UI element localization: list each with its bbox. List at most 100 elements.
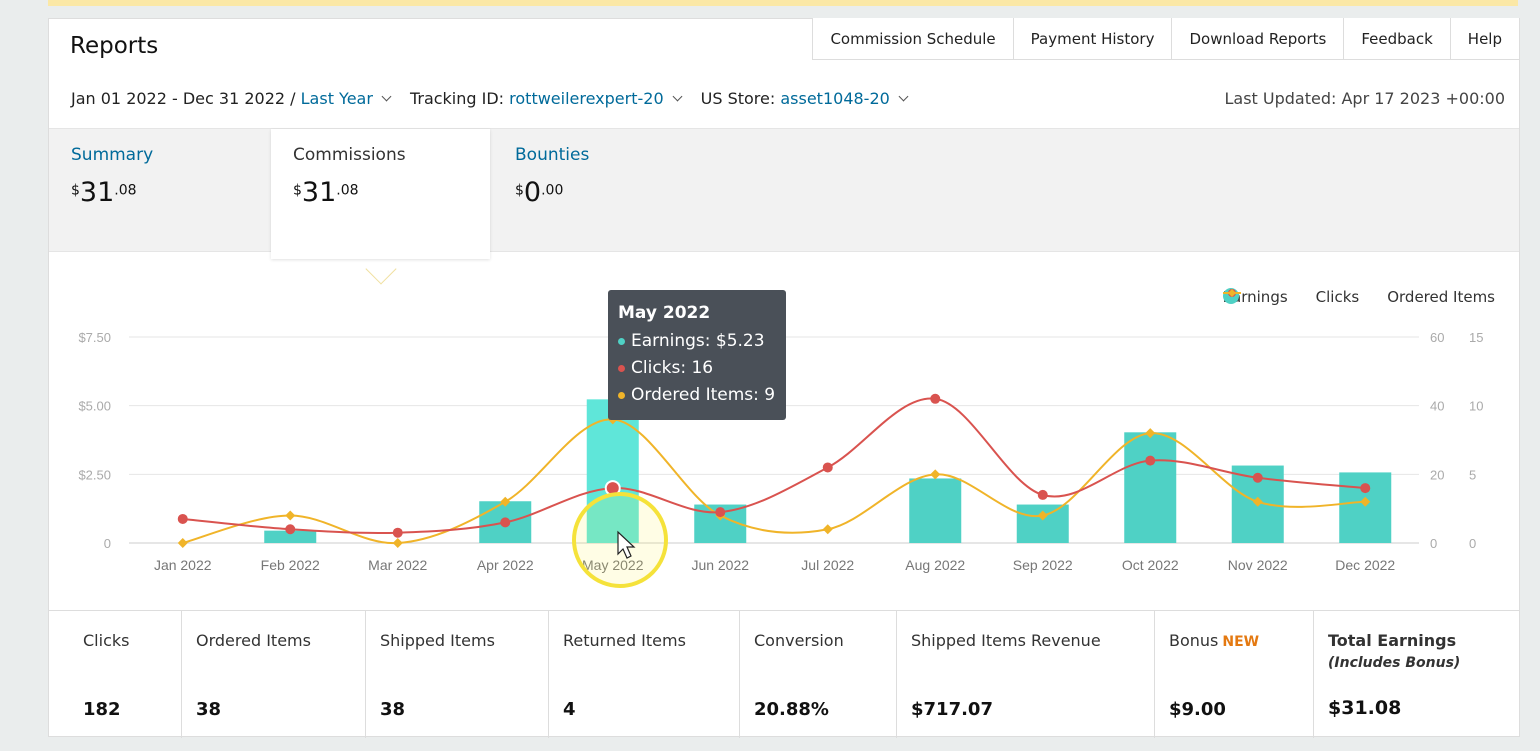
point-ordered-items xyxy=(392,538,403,548)
stat-label: Conversion xyxy=(754,631,844,650)
feedback-link[interactable]: Feedback xyxy=(1343,18,1450,60)
tab-value: $0.00 xyxy=(515,177,564,208)
y-left-tick-label: $7.50 xyxy=(78,330,111,345)
earnings-chart[interactable]: 0 $2.50 $5.00 $7.50 0 20 40 60 0 5 10 15 Jan 2022 Feb… xyxy=(49,252,1519,610)
stats-bar: Clicks 182 Ordered Items 38 Shipped Item… xyxy=(49,610,1519,738)
x-tick-label: Jun 2022 xyxy=(691,557,749,573)
point-clicks xyxy=(500,517,511,528)
last-updated: Last Updated: Apr 17 2023 +00:00 xyxy=(1224,89,1505,108)
legend-label: Clicks xyxy=(1315,288,1360,306)
x-tick-label: Sep 2022 xyxy=(1013,557,1073,573)
tracking-label: Tracking ID: xyxy=(409,89,505,108)
x-tick-label: Mar 2022 xyxy=(368,557,427,573)
ordered-dot-icon xyxy=(618,392,625,399)
x-tick-label: Nov 2022 xyxy=(1228,557,1288,573)
tooltip-ordered: Ordered Items: 9 xyxy=(631,385,776,405)
x-tick-label: Aug 2022 xyxy=(905,557,965,573)
stat-value: $31.08 xyxy=(1328,697,1402,719)
legend-ordered-items[interactable]: Ordered Items xyxy=(1222,288,1495,306)
y-right-ordered-tick-label: 5 xyxy=(1469,467,1476,482)
tab-bounties[interactable]: Bounties $0.00 xyxy=(493,129,713,253)
stat-label: Clicks xyxy=(83,631,130,650)
point-ordered-items xyxy=(500,496,511,507)
payment-history-link[interactable]: Payment History xyxy=(1012,18,1172,60)
stat-value: 20.88% xyxy=(754,699,829,720)
point-clicks xyxy=(1360,483,1371,494)
chevron-down-icon[interactable] xyxy=(381,91,392,102)
stat-label: Total Earnings xyxy=(1328,631,1457,650)
store-label: US Store: xyxy=(700,89,776,108)
tooltip-earnings: Earnings: $5.23 xyxy=(631,331,765,351)
point-ordered-items xyxy=(1145,428,1156,439)
point-clicks xyxy=(392,527,403,538)
x-tick-label: Jul 2022 xyxy=(801,557,854,573)
top-links: Commission Schedule Payment History Down… xyxy=(812,18,1519,60)
x-tick-label: Feb 2022 xyxy=(261,557,320,573)
x-tick-label: May 2022 xyxy=(582,557,644,573)
report-tabs: Summary $31.08 Commissions $31.08 Bounti… xyxy=(49,128,1519,259)
x-tick-label: Apr 2022 xyxy=(477,557,534,573)
point-ordered-items xyxy=(1360,496,1371,507)
y-left-tick-label: $5.00 xyxy=(78,399,111,414)
period-dropdown[interactable]: Last Year xyxy=(300,89,373,108)
bar-earnings xyxy=(264,530,317,543)
bar-earnings xyxy=(1124,432,1177,543)
stat-shipped-items: Shipped Items 38 xyxy=(366,611,549,738)
x-tick-label: Oct 2022 xyxy=(1122,557,1179,573)
line-ordered-items xyxy=(182,418,1366,545)
point-clicks xyxy=(1252,472,1263,483)
point-clicks xyxy=(930,393,941,404)
stat-clicks: Clicks 182 xyxy=(49,611,182,738)
point-clicks xyxy=(177,513,188,524)
store-dropdown[interactable]: asset1048-20 xyxy=(780,89,890,108)
reports-panel: Reports Commission Schedule Payment Hist… xyxy=(48,18,1520,738)
chart-tooltip: May 2022 Earnings: $5.23 Clicks: 16 Orde… xyxy=(608,290,786,420)
point-clicks xyxy=(285,524,296,535)
commission-schedule-link[interactable]: Commission Schedule xyxy=(812,18,1013,60)
stat-value: 182 xyxy=(83,699,121,720)
bar-earnings xyxy=(909,478,962,543)
stat-label: Shipped Items xyxy=(380,631,495,650)
ordered-line-icon xyxy=(1222,289,1241,297)
date-range: Jan 01 2022 - Dec 31 2022 / xyxy=(71,89,296,108)
mouse-cursor-icon xyxy=(617,530,636,559)
download-reports-link[interactable]: Download Reports xyxy=(1171,18,1344,60)
y-right-clicks-tick-label: 20 xyxy=(1430,467,1444,482)
chevron-down-icon[interactable] xyxy=(898,91,909,102)
stat-total-earnings: Total Earnings (Includes Bonus) $31.08 xyxy=(1314,611,1519,738)
page-title: Reports xyxy=(70,33,159,59)
tab-commissions[interactable]: Commissions $31.08 xyxy=(271,129,490,259)
top-notification-bar xyxy=(48,0,1518,6)
tracking-id-dropdown[interactable]: rottweilerexpert-20 xyxy=(509,89,664,108)
tab-value: $31.08 xyxy=(293,177,359,208)
bar-earnings xyxy=(1339,472,1392,543)
y-left-tick-label: $2.50 xyxy=(78,467,111,482)
stat-value: 38 xyxy=(380,699,406,720)
point-ordered-items xyxy=(177,538,188,548)
point-clicks xyxy=(822,462,833,473)
legend-clicks[interactable]: Clicks xyxy=(1222,288,1360,306)
chevron-down-icon[interactable] xyxy=(672,91,683,102)
tab-label: Summary xyxy=(71,145,154,165)
y-right-ordered-tick-label: 15 xyxy=(1469,330,1483,345)
point-ordered-items xyxy=(1252,496,1263,507)
stat-sublabel: (Includes Bonus) xyxy=(1328,655,1461,671)
y-right-ordered-tick-label: 0 xyxy=(1469,536,1476,551)
stat-label: Returned Items xyxy=(563,631,686,650)
stat-bonus: Bonus NEW $9.00 xyxy=(1155,611,1314,738)
tab-label: Commissions xyxy=(293,145,406,165)
stat-value: $717.07 xyxy=(911,699,993,720)
x-tick-label: Jan 2022 xyxy=(154,557,212,573)
y-left-tick-label: 0 xyxy=(104,536,111,551)
y-right-ordered-tick-label: 10 xyxy=(1469,399,1483,414)
help-link[interactable]: Help xyxy=(1449,18,1519,60)
stat-returned-items: Returned Items 4 xyxy=(549,611,740,738)
chart-area: 0 $2.50 $5.00 $7.50 0 20 40 60 0 5 10 15 Jan 2022 Feb… xyxy=(49,252,1519,610)
tab-summary[interactable]: Summary $31.08 xyxy=(49,129,271,253)
point-ordered-items xyxy=(930,469,941,480)
y-right-clicks-tick-label: 40 xyxy=(1430,399,1444,414)
stat-shipped-revenue: Shipped Items Revenue $717.07 xyxy=(897,611,1155,738)
x-tick-label: Dec 2022 xyxy=(1335,557,1395,573)
earnings-dot-icon xyxy=(618,338,625,345)
stat-value: 38 xyxy=(196,699,222,720)
